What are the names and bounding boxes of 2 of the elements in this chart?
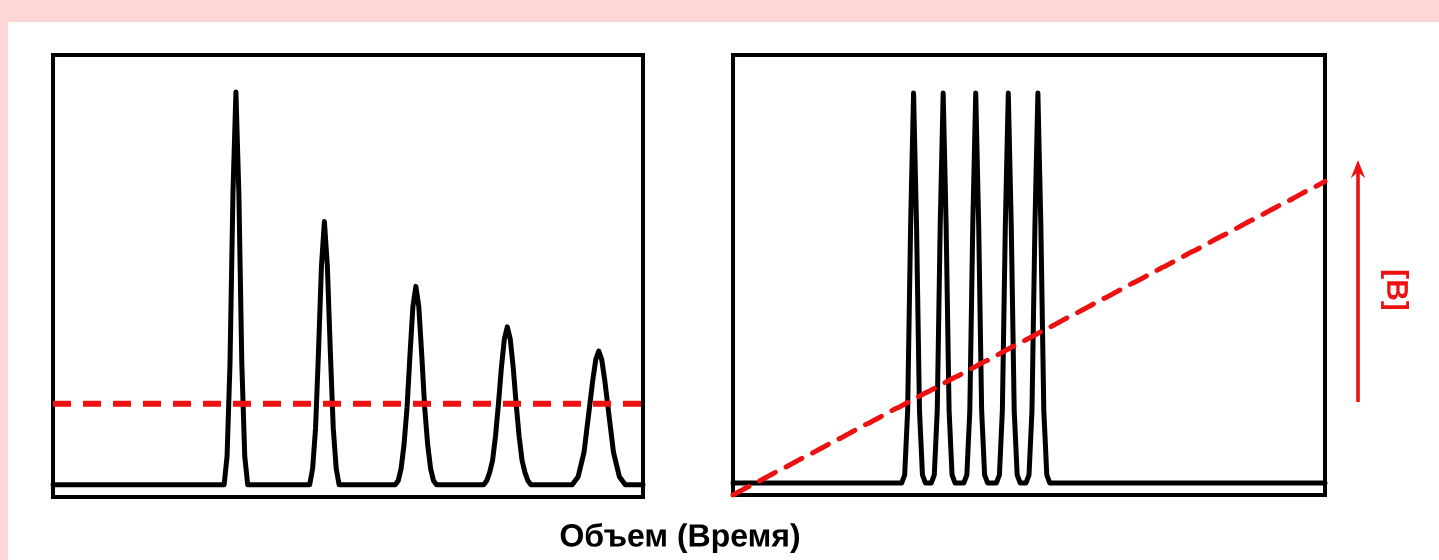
x-axis-title: Объем (Время) [560,522,800,554]
text: [B] [1381,270,1409,310]
